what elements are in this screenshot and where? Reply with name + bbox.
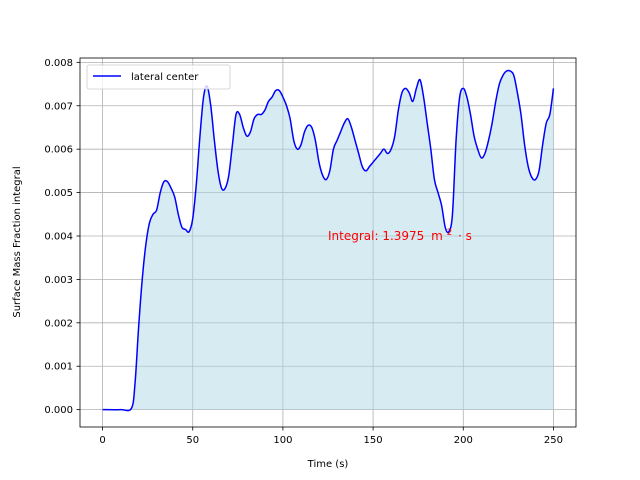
series-line-lateral-center xyxy=(102,69,555,412)
x-tick-label: 100 xyxy=(273,435,292,446)
x-axis: 0 50 100 150 200 250 xyxy=(99,427,563,446)
y-tick-label: 0.008 xyxy=(44,58,73,69)
y-tick-label: 0.003 xyxy=(44,275,73,286)
x-tick-label: 50 xyxy=(186,435,199,446)
y-tick-label: 0.002 xyxy=(44,318,73,329)
y-tick-label: 0.006 xyxy=(44,145,73,156)
annotation-prefix: Integral: 1.3975 xyxy=(328,229,424,243)
legend: lateral center xyxy=(86,64,231,90)
y-axis: 0.000 0.001 0.002 0.003 0.004 0.005 0.006 0.007… xyxy=(44,58,80,416)
y-tick-label: 0.005 xyxy=(44,188,73,199)
legend-label: lateral center xyxy=(131,72,199,83)
x-tick-label: 250 xyxy=(544,435,563,446)
x-tick-label: 0 xyxy=(99,435,105,446)
legend-box xyxy=(86,64,231,90)
y-tick-label: 0.004 xyxy=(44,231,73,242)
x-axis-label: Time (s) xyxy=(307,459,349,470)
x-tick-label: 200 xyxy=(454,435,473,446)
y-tick-label: 0.001 xyxy=(44,362,73,373)
area-fill xyxy=(102,70,554,411)
y-tick-label: 0.007 xyxy=(44,101,73,112)
x-tick-label: 150 xyxy=(364,435,383,446)
plot-frame xyxy=(79,57,577,428)
annotation-unit-base: m xyxy=(431,229,443,243)
annotation-unit-exp: 2 xyxy=(447,228,452,238)
annotation-unit-suffix: · s xyxy=(458,229,472,243)
y-tick-label: 0.000 xyxy=(44,405,73,416)
y-axis-label: Surface Mass Fraction integral xyxy=(12,166,23,317)
integral-annotation: Integral: 1.3975 m 2 · s xyxy=(328,224,472,243)
